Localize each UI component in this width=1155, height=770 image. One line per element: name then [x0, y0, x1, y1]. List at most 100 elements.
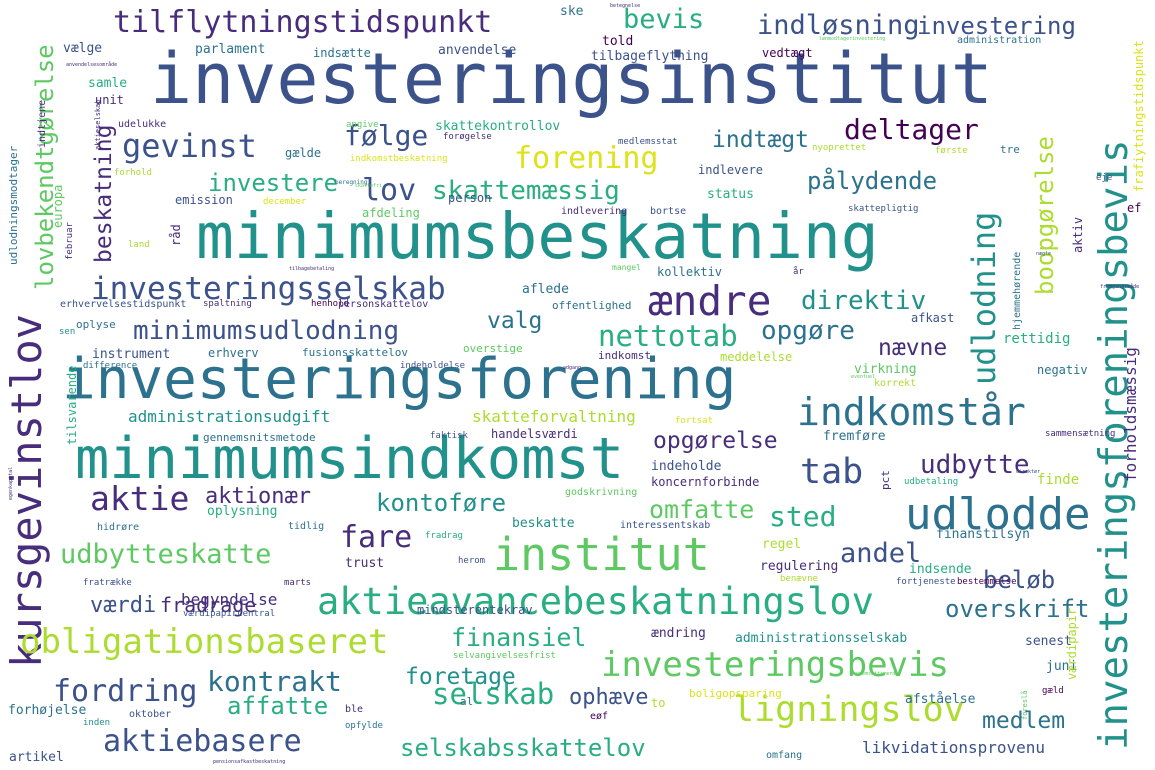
cloud-word: bevis [623, 4, 705, 35]
cloud-word: europa [51, 184, 65, 228]
cloud-word: virkning [854, 362, 917, 377]
cloud-word: indlevering [561, 206, 628, 217]
cloud-word: aktiv [1071, 216, 1085, 253]
cloud-word: forening [514, 141, 659, 176]
cloud-word: værdi [90, 593, 157, 618]
cloud-word: korrekt [874, 378, 917, 389]
cloud-word: ændring [651, 626, 706, 641]
cloud-word: fare [340, 520, 413, 555]
cloud-word: kollektiv [657, 265, 723, 279]
cloud-word: administrationsudgift [128, 407, 331, 426]
cloud-word: finansiel [451, 623, 587, 652]
cloud-word: finanstilsyn [936, 527, 1030, 542]
cloud-word: indløsning [757, 10, 920, 41]
cloud-word: aktieavancebeskatningslov [317, 580, 874, 623]
cloud-word: omfatte [649, 495, 755, 524]
cloud-word: forholdsmæssig [1121, 347, 1140, 482]
cloud-word: begyndelse [181, 590, 278, 609]
cloud-word: told [602, 34, 634, 49]
cloud-word: kontoføre [376, 489, 507, 517]
cloud-word: hjemmehørende [1012, 251, 1023, 330]
cloud-word: al [460, 695, 474, 708]
cloud-word: investeringsinstitut [150, 38, 993, 120]
cloud-word: meddelelse [720, 350, 793, 364]
cloud-word: opgøre [761, 316, 855, 346]
cloud-word: indkomstbeskatning [350, 154, 448, 164]
cloud-word: indkomst [598, 349, 651, 362]
cloud-word: tilbageflytning [591, 49, 709, 64]
cloud-word: indsætte [313, 46, 371, 60]
cloud-word: bestemmelse [957, 577, 1017, 587]
cloud-word: vælge [63, 41, 103, 56]
cloud-word: skattefri [355, 183, 383, 189]
cloud-word: indeholde [651, 459, 722, 474]
cloud-word: direktiv [801, 286, 927, 316]
cloud-word: ble [345, 704, 364, 715]
cloud-word: instrument [92, 347, 171, 362]
cloud-word: ophæve [569, 685, 649, 710]
cloud-word: offentlighed [552, 299, 632, 312]
cloud-word: udlodde [905, 489, 1091, 540]
cloud-word: person [448, 191, 492, 205]
cloud-word: adgang [563, 365, 582, 371]
cloud-word: mindsterentekrav [417, 603, 533, 617]
cloud-word: afdeling [362, 206, 420, 220]
cloud-word: aktiebasere [103, 724, 302, 759]
cloud-word: institut [493, 528, 710, 581]
cloud-word: fortsat [675, 416, 713, 426]
cloud-word: ske [560, 4, 584, 19]
cloud-word: tilbagebetaling [289, 266, 335, 272]
cloud-word: indtjene [37, 99, 48, 148]
cloud-word: deltager [844, 113, 979, 146]
cloud-word: februar [65, 222, 75, 260]
cloud-word: likvidationsprovenu [862, 738, 1046, 757]
cloud-word: anvendelsesområde [66, 62, 118, 68]
cloud-word: beløb [983, 566, 1056, 594]
cloud-word: lovbekendtgørelse [31, 44, 59, 290]
cloud-word: indtægt [712, 127, 809, 153]
cloud-word: spaltning [203, 299, 252, 309]
cloud-word: kontrakt [207, 665, 342, 698]
cloud-word: indsende [909, 562, 972, 577]
cloud-word: mangel [612, 263, 641, 272]
cloud-word: senest [1025, 634, 1072, 649]
cloud-word: nægte [1036, 251, 1052, 257]
cloud-word: investering [917, 12, 1076, 40]
cloud-word: land [128, 240, 150, 250]
cloud-word: samle [88, 76, 128, 91]
cloud-word: pensionsafkastbeskatning [213, 759, 286, 765]
cloud-word: interessentskab [620, 520, 711, 531]
cloud-word: herom [458, 556, 486, 566]
cloud-word: pålydende [807, 167, 938, 195]
cloud-word: fremgangsmåde [1100, 284, 1140, 290]
cloud-word: afkast [911, 311, 955, 325]
cloud-word: tab [800, 452, 864, 492]
cloud-word: nævne [878, 335, 948, 361]
cloud-word: investeringsforening [62, 347, 737, 412]
cloud-word: følge [344, 119, 429, 152]
cloud-word: fortjeneste [896, 577, 956, 587]
cloud-word: indeholdelse [400, 361, 466, 371]
cloud-word: godskrivning [565, 487, 638, 498]
cloud-word: egenkapital [8, 466, 14, 500]
cloud-word: administrationsselskab [735, 631, 908, 646]
cloud-word: unit [95, 93, 124, 107]
cloud-word: udbytteskatte [60, 539, 272, 570]
cloud-word: gennemsnitsmetode [203, 431, 316, 444]
cloud-word: affatte [227, 692, 329, 720]
cloud-word: gevinst [122, 127, 257, 165]
cloud-word: vedtægt [762, 46, 813, 60]
cloud-word: betegnelse [610, 3, 641, 9]
cloud-word: oktober [129, 709, 172, 720]
cloud-word: tilflytningstidspunkt [113, 5, 493, 40]
cloud-word: skatteforvaltning [472, 407, 636, 426]
cloud-word: faktisk [430, 431, 468, 441]
cloud-word: benævne [780, 574, 818, 584]
cloud-word: to [651, 696, 666, 710]
cloud-word: beregning [335, 179, 368, 186]
cloud-word: aktieselskab [94, 99, 102, 150]
cloud-word: juni [1046, 659, 1078, 674]
cloud-word: værdipapircentral [183, 609, 276, 619]
cloud-word: første [935, 146, 968, 156]
